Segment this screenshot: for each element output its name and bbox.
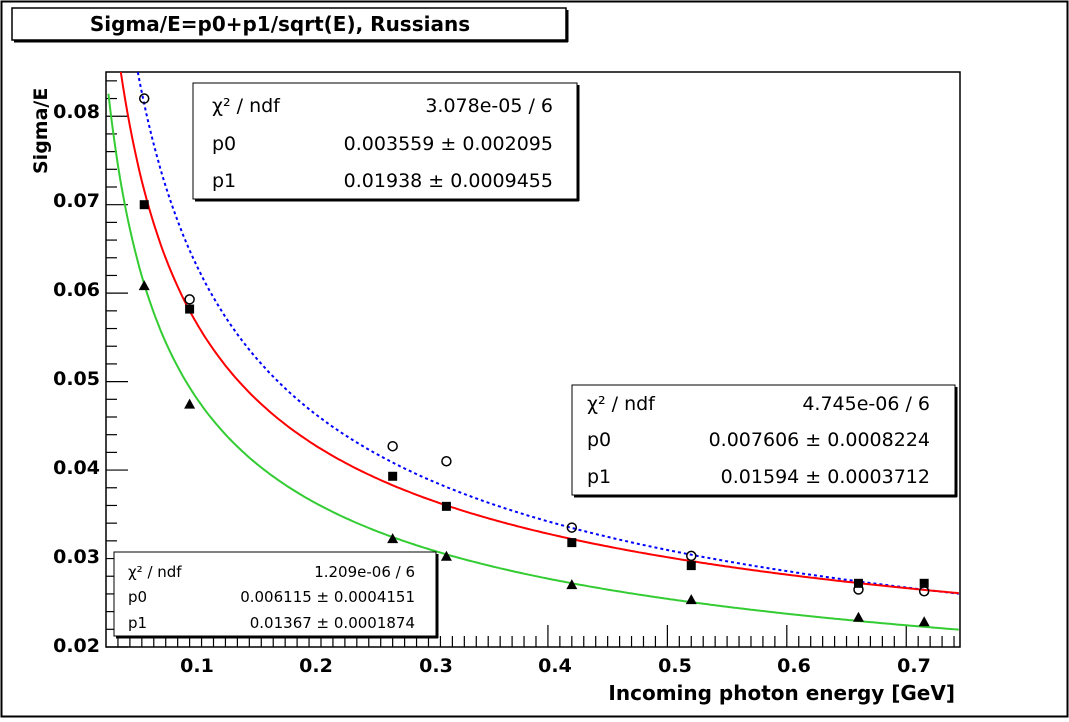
y-tick-label: 0.06 <box>53 279 100 301</box>
stats-chi2-label: χ² / ndf <box>128 563 182 581</box>
stats-chi2-label: χ² / ndf <box>212 95 281 117</box>
x-tick-label: 0.5 <box>658 655 692 677</box>
triangle-point <box>387 533 399 544</box>
stats-p0-label: p0 <box>212 133 236 155</box>
square-point <box>919 578 929 588</box>
y-tick-label: 0.02 <box>53 635 100 657</box>
stats-p1-value: 0.01938 ± 0.0009455 <box>344 170 553 192</box>
x-tick-label: 0.6 <box>777 655 811 677</box>
fit-curve-filled-triangles <box>107 93 959 631</box>
stats-box-open-circles: χ² / ndf 3.078e-05 / 6 p0 0.003559 ± 0.0… <box>192 82 580 202</box>
x-axis-title: Incoming photon energy [GeV] <box>608 681 955 705</box>
stats-p0-value: 0.006115 ± 0.0004151 <box>240 588 415 606</box>
stats-chi2-value: 1.209e-06 / 6 <box>314 563 415 581</box>
y-tick-label: 0.04 <box>53 457 100 479</box>
stats-p1-label: p1 <box>587 466 611 488</box>
plot-frame <box>105 71 961 648</box>
y-tick-label: 0.07 <box>53 190 100 212</box>
square-point <box>388 471 398 481</box>
triangle-point <box>685 594 697 605</box>
fit-curve-filled-squares <box>119 72 959 595</box>
chart-title: Sigma/E=p0+p1/sqrt(E), Russians <box>90 12 470 36</box>
triangle-point <box>184 398 196 409</box>
x-tick-label: 0.1 <box>180 655 214 677</box>
square-point <box>441 501 451 511</box>
stats-chi2-value: 3.078e-05 / 6 <box>425 95 553 117</box>
stats-p0-value: 0.007606 ± 0.0008224 <box>709 429 930 451</box>
open-circle-point <box>184 294 195 305</box>
fit-curve-open-circles <box>136 72 959 595</box>
y-tick-label: 0.03 <box>53 546 100 568</box>
triangle-point <box>566 579 578 590</box>
open-circle-point <box>686 550 697 562</box>
square-point <box>853 578 863 588</box>
open-circle-point <box>441 455 452 467</box>
stats-box-squares: χ² / ndf 4.745e-06 / 6 p0 0.007606 ± 0.0… <box>571 384 958 498</box>
stats-frame <box>571 384 956 496</box>
x-tick-label: 0.7 <box>897 655 931 677</box>
stats-p0-label: p0 <box>587 429 611 451</box>
square-point <box>185 304 195 314</box>
stats-p0-label: p0 <box>128 588 147 606</box>
square-point <box>567 538 577 548</box>
triangle-point <box>138 280 150 291</box>
triangle-point <box>440 550 452 561</box>
square-point <box>686 561 696 571</box>
stats-p1-value: 0.01594 ± 0.0003712 <box>721 466 930 488</box>
open-circle-point <box>138 93 150 104</box>
stats-p1-label: p1 <box>128 614 147 632</box>
stats-chi2-label: χ² / ndf <box>587 393 656 415</box>
y-tick-label: 0.05 <box>53 368 100 390</box>
fit-curves <box>107 72 959 631</box>
x-tick-label: 0.4 <box>538 655 572 677</box>
stats-p1-value: 0.01367 ± 0.0001874 <box>250 614 415 632</box>
stats-chi2-value: 4.745e-06 / 6 <box>802 393 930 415</box>
x-tick-label: 0.2 <box>299 655 333 677</box>
triangle-point <box>918 616 930 627</box>
open-circle-point <box>387 440 398 452</box>
stats-p1-label: p1 <box>212 170 236 192</box>
y-tick-label: 0.08 <box>53 101 100 123</box>
y-tick-labels: 0.02 0.03 0.04 0.05 0.06 0.07 0.08 <box>53 101 100 657</box>
x-tick-label: 0.3 <box>419 655 453 677</box>
stats-p0-value: 0.003559 ± 0.002095 <box>344 133 553 155</box>
open-circle-point <box>918 586 930 597</box>
y-axis-title: Sigma/E <box>30 88 52 174</box>
triangle-point <box>852 611 864 622</box>
data-points <box>138 93 930 627</box>
title-box: Sigma/E=p0+p1/sqrt(E), Russians <box>11 7 569 43</box>
square-point <box>139 200 149 210</box>
open-circle-point <box>566 522 578 533</box>
stats-frame <box>113 551 437 637</box>
x-tick-labels: 0.1 0.2 0.3 0.4 0.5 0.6 0.7 <box>180 655 931 677</box>
stats-box-triangles: χ² / ndf 1.209e-06 / 6 p0 0.006115 ± 0.0… <box>113 551 439 639</box>
